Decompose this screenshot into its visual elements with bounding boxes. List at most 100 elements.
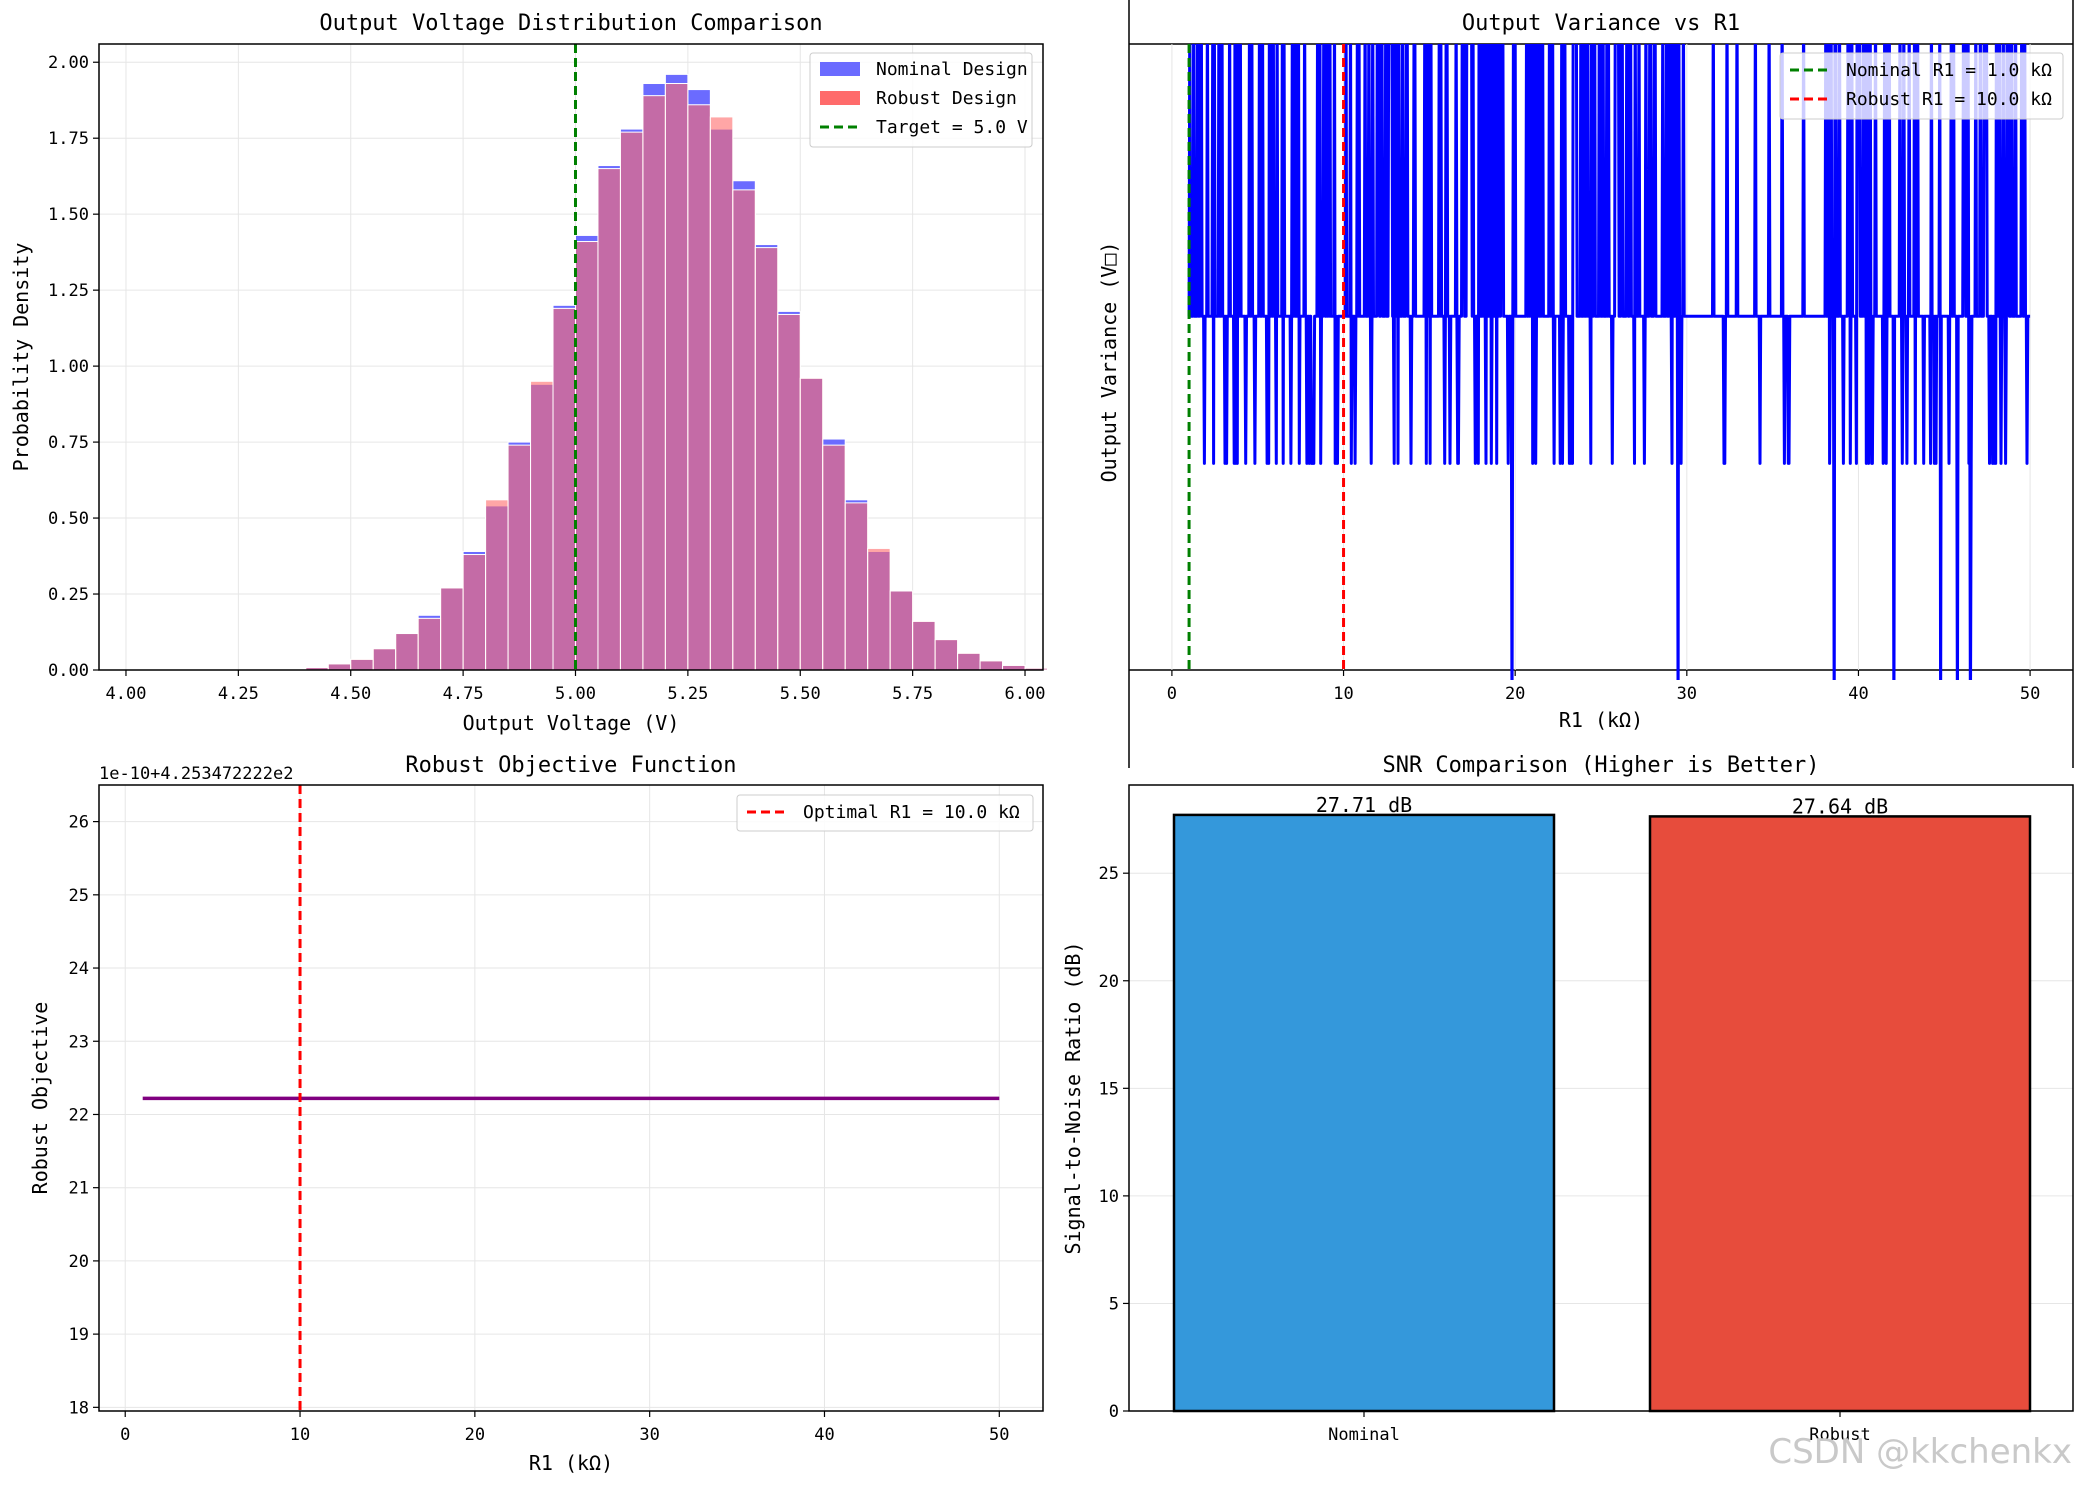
y-tick-label: 10 [1099,1187,1119,1207]
histogram-bar-robust [507,444,532,671]
x-tick-label: 30 [639,1425,659,1445]
plot-frame [98,784,1044,1412]
x-tick-label: 40 [1848,684,1868,704]
histogram-bar-robust [642,95,666,671]
legend-robust-r1: Robust R1 = 10.0 kΩ [1846,89,2052,110]
axis-offset-text: 1e-10+4.253472222e2 [99,764,293,784]
y-tick-label: 22 [69,1105,89,1125]
y-tick-label: 15 [1099,1079,1119,1099]
histogram-bar-robust [867,547,891,671]
histogram-bar-robust [912,620,936,671]
x-tick-labels: 0 10 20 30 40 50 [1167,670,2040,704]
x-tick-label: 20 [1505,684,1525,704]
legend: Nominal Design Robust Design Target = 5.… [809,52,1033,148]
legend-nominal-r1: Nominal R1 = 1.0 kΩ [1846,60,2052,81]
histogram-bar-robust [664,83,689,671]
y-tick-label: 0.50 [48,509,89,529]
histogram-bars [282,73,1071,671]
plot-frame [1128,784,2074,1412]
y-tick-label: 20 [69,1252,89,1272]
x-tick-label: 4.50 [330,684,371,704]
histogram-bar-robust [574,241,599,671]
y-tick-label: 1.75 [48,129,89,149]
y-tick-label: 5 [1109,1294,1119,1314]
y-tick-label: 2.00 [48,53,89,73]
y-tick-labels: 18 19 20 21 22 23 24 25 26 [69,813,99,1418]
chart-title: Output Variance vs R1 [1462,11,1740,36]
x-axis-label: R1 (kΩ) [1559,708,1643,732]
histogram-bar-robust [619,131,644,671]
chart-snr-comparison: 27.71 dB 27.64 dB 0 5 10 15 20 25 Nominal Rob… [1061,753,2074,1445]
plot-frame [98,43,1044,671]
legend: Nominal R1 = 1.0 kΩ Robust R1 = 10.0 kΩ [1779,52,2064,120]
x-tick-label: 5.00 [555,684,596,704]
y-tick-label: 18 [69,1398,89,1418]
y-tick-label: 20 [1099,972,1119,992]
histogram-bar-robust [777,313,801,671]
chart-title: Robust Objective Function [405,753,736,778]
y-tick-label: 0 [1109,1402,1119,1422]
x-tick-label: 10 [1333,684,1353,704]
legend: Optimal R1 = 10.0 kΩ [736,794,1034,832]
histogram-bar-robust [979,660,1004,671]
y-tick-label: 21 [69,1179,89,1199]
y-tick-label: 24 [69,959,89,979]
y-tick-label: 1.50 [48,205,89,225]
histogram-bar-robust [822,444,846,671]
x-tick-label: 5.50 [780,684,821,704]
x-tick-label: 0 [120,1425,130,1445]
chart-title: SNR Comparison (Higher is Better) [1382,753,1819,778]
legend-swatch-robust [820,91,860,105]
x-axis-label: Output Voltage (V) [463,711,680,735]
x-tick-robust: Robust [1809,1425,1870,1445]
y-tick-label: 0.75 [48,433,89,453]
histogram-bar-robust [687,104,711,671]
histogram-bar-robust [462,554,487,671]
histogram-bar-robust [327,663,352,671]
legend-optimal-r1: Optimal R1 = 10.0 kΩ [803,802,1020,823]
legend-swatch-nominal [820,62,860,76]
y-tick-label: 0.25 [48,585,89,605]
x-tick-label: 0 [1167,684,1177,704]
x-tick-label: 4.00 [105,684,146,704]
x-tick-label: 20 [465,1425,485,1445]
x-tick-label: 30 [1677,684,1697,704]
histogram-bar-robust [485,499,509,671]
y-axis-label: Output Variance (V□) [1097,242,1121,483]
histogram-bar-robust [395,633,419,671]
histogram-bar-robust [350,658,374,671]
legend-nominal: Nominal Design [876,59,1028,80]
chart-robust-objective: 0 10 20 30 40 50 18 19 20 21 22 23 24 25 26 Robust Ob… [28,753,1044,1475]
histogram-bar-robust [754,247,779,671]
y-tick-label: 19 [69,1325,89,1345]
x-tick-label: 4.75 [443,684,484,704]
y-tick-label: 25 [69,886,89,906]
y-tick-label: 1.25 [48,281,89,301]
x-axis-label: R1 (kΩ) [529,1451,613,1475]
chart-title: Output Voltage Distribution Comparison [319,11,822,36]
histogram-bar-robust [709,116,734,671]
histogram-bar-robust [552,307,576,671]
histogram-bar-robust [799,377,824,671]
bar-nominal [1172,813,1556,1413]
histogram-bar-robust [934,639,959,671]
bar-robust [1648,815,2032,1413]
y-axis-label: Probability Density [9,243,33,472]
x-tick-label: 40 [814,1425,834,1445]
x-tick-nominal: Nominal [1328,1425,1400,1445]
x-tick-label: 50 [989,1425,1009,1445]
y-tick-label: 25 [1099,864,1119,884]
y-tick-label: 0.00 [48,661,89,681]
y-tick-label: 1.00 [48,357,89,377]
x-tick-label: 5.25 [667,684,708,704]
y-tick-label: 23 [69,1032,89,1052]
x-tick-label: 6.00 [1005,684,1046,704]
y-tick-labels: 0 5 10 15 20 25 [1099,864,1129,1422]
value-label-nominal: 27.71 dB [1316,793,1412,817]
legend-target: Target = 5.0 V [876,117,1028,138]
y-tick-label: 26 [69,813,89,833]
histogram-bar-robust [530,380,554,671]
histogram-bar-robust [957,652,981,671]
chart-output-variance: 0 10 20 30 40 50 Output Variance vs R1 R1 (kΩ… [1097,0,2074,768]
